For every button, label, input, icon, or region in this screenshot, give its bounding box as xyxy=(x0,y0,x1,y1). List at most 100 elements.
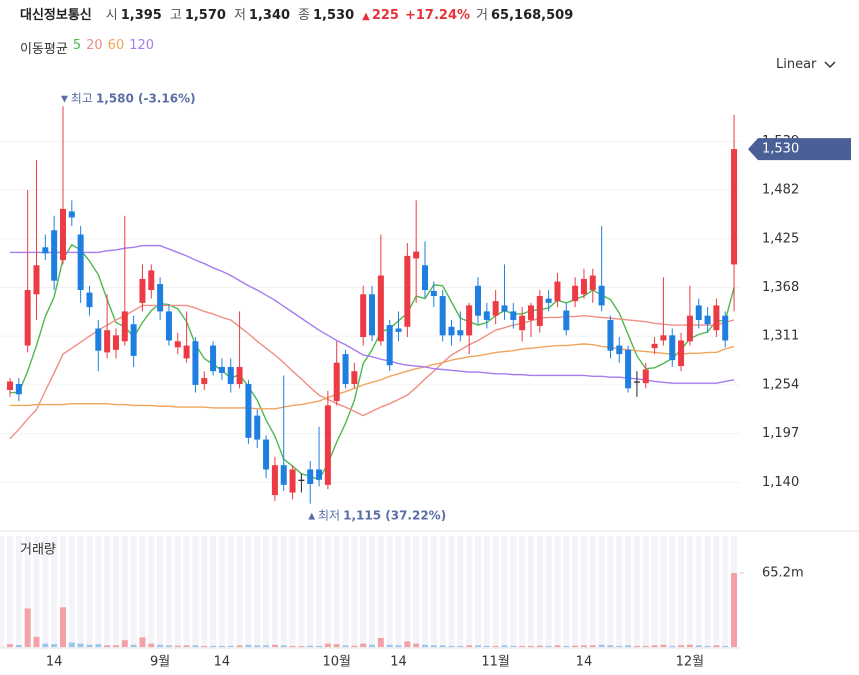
volume-bar xyxy=(563,645,570,647)
volume-bar xyxy=(227,645,234,647)
quote-value: 1,530 xyxy=(313,8,355,23)
candle-body xyxy=(660,335,667,341)
volume-bar xyxy=(430,645,437,647)
volume-bar xyxy=(695,645,702,647)
volume-bar xyxy=(104,645,111,647)
x-tick-label: 14 xyxy=(214,655,231,670)
candle-body xyxy=(510,311,517,320)
ma-legend-item: 5 xyxy=(72,38,82,53)
volume-bar xyxy=(598,644,605,647)
scale-selector[interactable]: Linear xyxy=(776,57,836,72)
volume-bar xyxy=(77,643,84,647)
candle-body xyxy=(678,340,685,367)
ma-legend-item: 60 xyxy=(107,38,125,53)
candle-body xyxy=(386,325,393,366)
volume-bar xyxy=(210,645,217,647)
volume-bar xyxy=(263,645,270,647)
stock-name: 대신정보통신 xyxy=(20,8,92,23)
volume-bar xyxy=(316,645,323,647)
volume-bar xyxy=(121,640,128,647)
volume-bar xyxy=(483,645,490,647)
candle-body xyxy=(395,328,402,332)
candle-body xyxy=(174,341,181,348)
volume-bar xyxy=(289,645,296,647)
candle-body xyxy=(731,149,738,265)
volume-bar xyxy=(271,644,278,647)
candle-body xyxy=(704,315,711,325)
volume-bar xyxy=(51,644,58,647)
ma-legend-item: 120 xyxy=(129,38,155,53)
candle-body xyxy=(439,296,446,336)
y-tick-label: 1,482 xyxy=(762,183,799,198)
quote-value: 1,570 xyxy=(184,8,226,23)
x-tick-label: 14 xyxy=(46,655,63,670)
y-tick-label: 1,254 xyxy=(762,377,799,392)
volume-bar xyxy=(351,645,358,647)
candle-body xyxy=(501,305,508,312)
quote-label: 저 xyxy=(233,8,246,23)
candle-body xyxy=(554,281,561,302)
change: 225 xyxy=(371,8,399,23)
price-tag-label: 1,530 xyxy=(762,142,799,157)
candle-body xyxy=(527,305,534,320)
candle-body xyxy=(271,465,278,496)
volume-bar xyxy=(68,642,75,647)
candle-body xyxy=(245,384,252,438)
chevron-icon xyxy=(824,60,836,68)
candle-body xyxy=(686,315,693,342)
volume-label: 거 xyxy=(476,8,488,23)
volume-bar xyxy=(254,645,261,647)
y-tick-label: 1,311 xyxy=(762,329,799,344)
candle-body xyxy=(669,335,676,361)
volume-bar xyxy=(536,645,543,647)
candle-body xyxy=(165,311,172,341)
volume-bar xyxy=(395,645,402,647)
volume-bar xyxy=(519,645,526,647)
volume-bar xyxy=(660,644,667,647)
candle-body xyxy=(236,366,243,385)
candle-body xyxy=(112,335,119,350)
quote-label: 시 xyxy=(105,8,118,23)
candle-body xyxy=(695,305,702,320)
volume-bar xyxy=(201,645,208,647)
volume-bar xyxy=(704,645,711,647)
volume-bar xyxy=(157,644,164,647)
candle-body xyxy=(227,366,234,385)
candle-body xyxy=(413,251,420,259)
annotation-icon: ▼ xyxy=(61,94,71,104)
candle-body xyxy=(377,275,384,342)
volume-bar xyxy=(59,607,66,647)
ma-legend-title: 이동평균 xyxy=(20,42,68,57)
x-tick-label: 14 xyxy=(390,655,407,670)
volume-bar xyxy=(86,644,93,647)
volume-bar xyxy=(678,645,685,647)
volume-bar xyxy=(448,645,455,647)
candle-body xyxy=(616,345,623,355)
candle-body xyxy=(95,328,102,351)
annotation-value: 1,580 (-3.16%) xyxy=(96,91,196,105)
volume-bar xyxy=(510,645,517,647)
annotation: ▼ 최고 1,580 (-3.16%) xyxy=(61,91,196,105)
volume-bar xyxy=(183,645,190,647)
volume-bar xyxy=(413,643,420,647)
volume-bar xyxy=(713,645,720,647)
candle-body xyxy=(51,230,58,281)
change-percent: +17.24% xyxy=(404,8,471,23)
volume-bar xyxy=(165,645,172,647)
y-tick-label: 1,140 xyxy=(762,475,799,490)
annotation-label: 최고 xyxy=(71,91,93,105)
candle-body xyxy=(430,290,437,297)
moving-average-line xyxy=(10,244,735,384)
price-tag xyxy=(748,138,851,161)
volume-bar xyxy=(616,645,623,647)
ma-legend-item: 20 xyxy=(86,38,103,53)
candle-body xyxy=(59,208,66,261)
candle-body xyxy=(121,311,128,342)
volume-bar xyxy=(386,644,393,647)
x-tick-label: 9월 xyxy=(150,655,170,670)
candle-body xyxy=(192,341,199,385)
volume-bar xyxy=(369,644,376,647)
candle-body xyxy=(218,366,225,373)
volume-bar xyxy=(42,643,49,647)
